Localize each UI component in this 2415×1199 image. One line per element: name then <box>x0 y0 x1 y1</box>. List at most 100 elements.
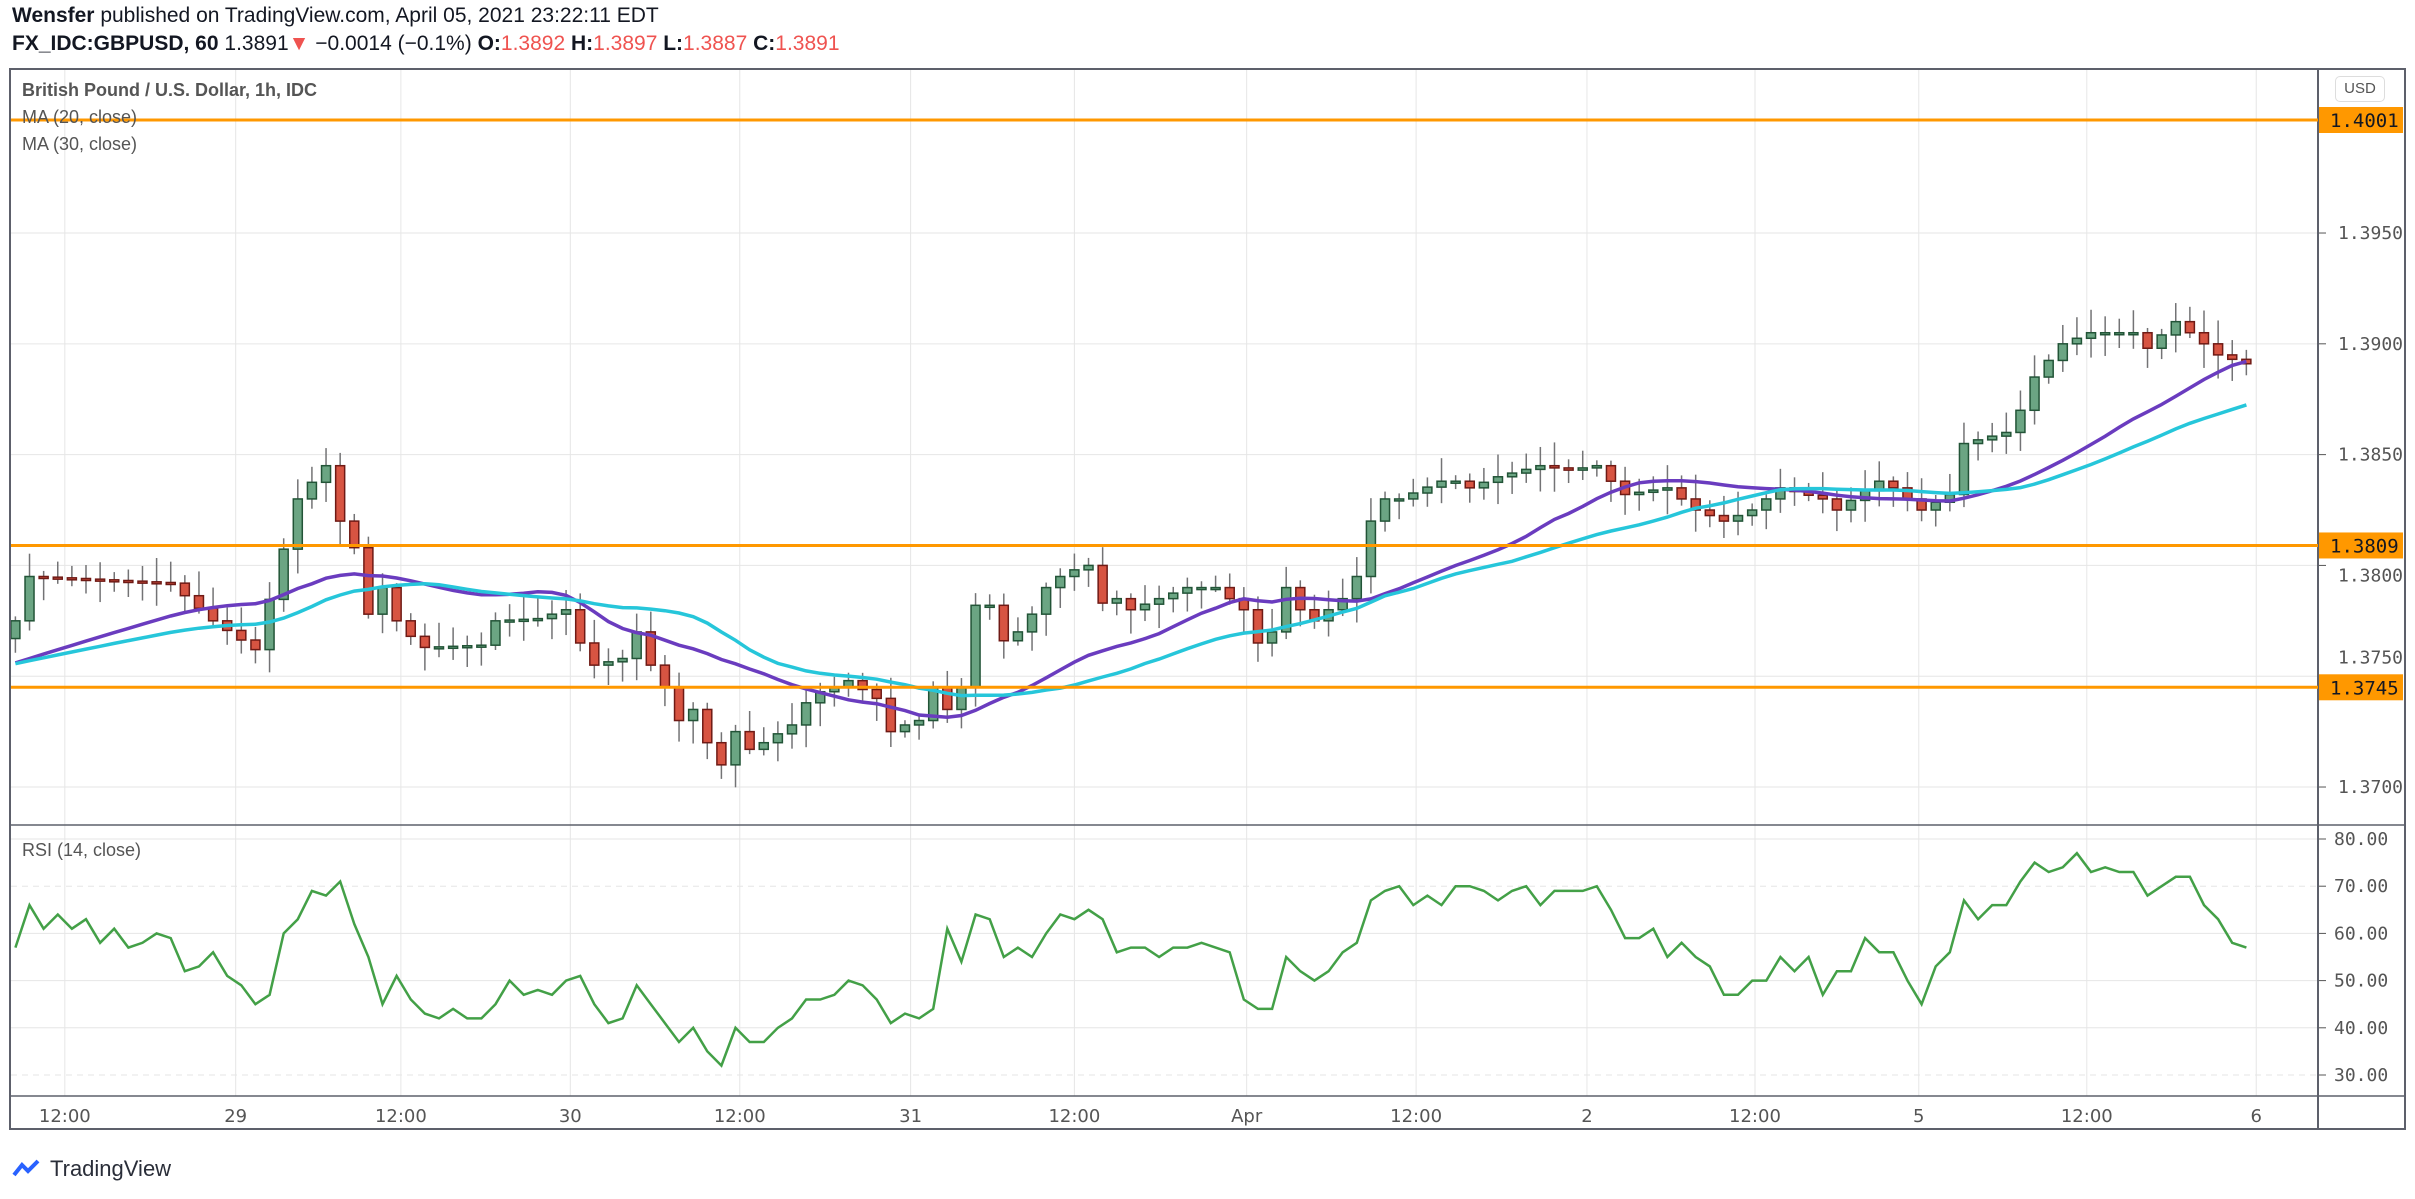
candle-up <box>1280 586 1292 633</box>
candle-down <box>250 639 261 651</box>
currency-badge[interactable]: USD <box>2335 76 2385 102</box>
candle-up <box>1422 486 1433 494</box>
candle-down <box>1563 467 1574 471</box>
candle-up <box>518 618 529 623</box>
symbol-name: FX_IDC:GBPUSD, 60 <box>12 32 219 55</box>
candle-up <box>730 730 741 766</box>
candle-down <box>151 581 162 585</box>
time-tick-label: 12:00 <box>714 1106 766 1127</box>
candle-up <box>617 657 628 663</box>
candle-up <box>1732 514 1744 522</box>
rsi-line <box>14 851 2247 1068</box>
time-tick-label: Apr <box>1231 1106 1263 1127</box>
down-arrow-icon: ▼ <box>288 32 310 55</box>
open-value: 1.3892 <box>500 32 566 55</box>
candle-up <box>1379 498 1391 522</box>
candle-down <box>391 586 402 622</box>
ma30-legend[interactable]: MA (30, close) <box>22 134 138 154</box>
price-tick-label: 1.3950 <box>2338 223 2403 244</box>
chart-title: British Pound / U.S. Dollar, 1h, IDC <box>22 80 318 100</box>
candle-up <box>447 645 459 650</box>
candle-up <box>1167 592 1179 600</box>
candle-up <box>1210 586 1221 591</box>
candle-up <box>1153 597 1165 605</box>
candle-down <box>998 604 1010 642</box>
candle-down <box>165 581 176 586</box>
level-price-badge <box>2319 674 2403 701</box>
candle-up <box>1506 472 1518 478</box>
candle-up <box>2099 331 2111 336</box>
candle-down <box>38 575 49 580</box>
tradingview-logo[interactable]: TradingView <box>12 1156 171 1182</box>
candle-up <box>1845 499 1857 511</box>
candle-down <box>137 580 148 584</box>
candle-up <box>772 733 784 744</box>
candle-up <box>2015 409 2026 434</box>
candle-down <box>1549 464 1560 469</box>
rsi-legend[interactable]: RSI (14, close) <box>22 840 142 860</box>
price-tick-label: 1.3800 <box>2338 565 2403 586</box>
candle-up <box>278 548 289 601</box>
candle-up <box>1055 575 1066 589</box>
candle-down <box>1252 608 1264 644</box>
candle-up <box>1111 597 1123 604</box>
candle-up <box>758 741 770 751</box>
candle-up <box>504 619 515 623</box>
candle-up <box>2071 337 2083 345</box>
candle-up <box>1746 509 1758 517</box>
candle-up <box>1026 613 1038 633</box>
candle-up <box>433 646 445 650</box>
candle-up <box>1040 586 1052 615</box>
time-tick-label: 12:00 <box>375 1106 427 1127</box>
price-tick-label: 1.3850 <box>2338 445 2403 466</box>
candle-down <box>716 741 727 766</box>
candle-down <box>1704 509 1716 517</box>
brand-name: TradingView <box>50 1156 172 1181</box>
candle-up <box>1436 480 1447 488</box>
symbol-info: FX_IDC:GBPUSD, 60 1.3891▼ −0.0014 (−0.1%… <box>12 32 840 56</box>
candle-up <box>1520 468 1532 474</box>
candle-down <box>1817 494 1829 500</box>
published-text: published on TradingView.com, April 05, … <box>100 4 659 27</box>
candle-down <box>108 579 120 583</box>
candle-down <box>1718 514 1730 522</box>
rsi-tick-label: 30.00 <box>2334 1065 2388 1086</box>
candle-down <box>334 464 346 522</box>
candle-up <box>1069 569 1080 578</box>
candle-up <box>1492 476 1504 484</box>
candle-up <box>1351 575 1363 600</box>
candle-up <box>1408 492 1419 500</box>
low-value: 1.3887 <box>683 32 748 55</box>
candle-down <box>2184 320 2196 334</box>
high-value: 1.3897 <box>593 32 658 55</box>
author-name[interactable]: Wensfer <box>12 4 95 27</box>
candle-up <box>292 498 304 550</box>
candle-down <box>405 620 417 638</box>
candle-up <box>1577 467 1588 471</box>
candle-up <box>1012 631 1024 642</box>
candle-up <box>800 702 812 726</box>
candle-down <box>52 576 64 580</box>
candle-up <box>1591 464 1603 469</box>
candle-down <box>236 629 247 641</box>
candle-down <box>857 679 868 691</box>
candle-down <box>2226 354 2238 361</box>
candle-up <box>913 719 925 726</box>
rsi-tick-label: 60.00 <box>2334 923 2388 944</box>
price-tick-label: 1.3750 <box>2338 647 2403 668</box>
candle-up <box>1648 489 1659 494</box>
open-label: O: <box>477 32 501 55</box>
close-value: 1.3891 <box>775 32 840 55</box>
ma20-legend[interactable]: MA (20, close) <box>22 107 138 127</box>
candle-down <box>589 642 600 666</box>
candle-down <box>1464 480 1476 489</box>
candle-up <box>1761 498 1772 511</box>
candle-down <box>1831 498 1843 511</box>
candle-down <box>123 579 134 584</box>
candle-up <box>603 661 614 666</box>
ma30-line <box>15 403 2247 698</box>
rsi-tick-label: 80.00 <box>2334 829 2388 850</box>
candle-down <box>419 635 431 649</box>
candle-down <box>1125 597 1137 611</box>
